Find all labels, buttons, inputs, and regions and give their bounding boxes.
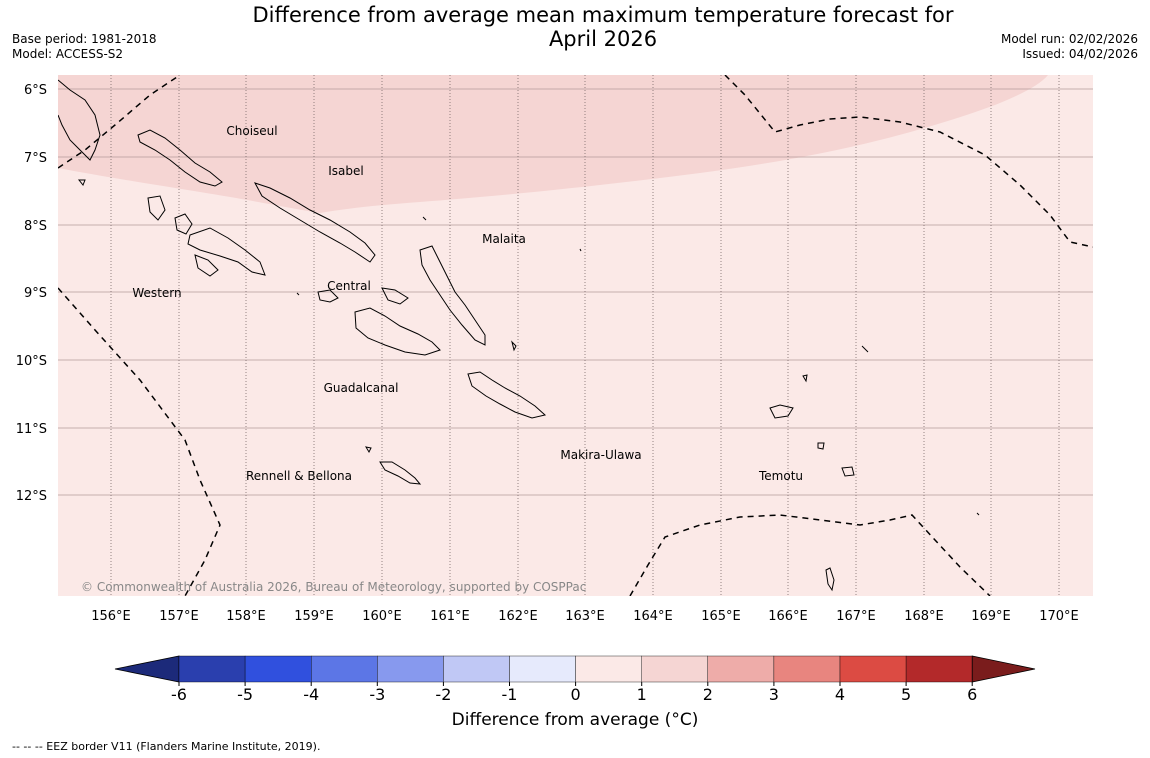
region-label: Malaita	[482, 232, 526, 246]
colorbar-tick-label: -5	[237, 685, 253, 704]
lon-tick-label: 160°E	[362, 609, 402, 624]
colorbar-segment	[641, 655, 709, 683]
colorbar-tick-label: -4	[303, 685, 319, 704]
model-name: Model: ACCESS-S2	[12, 47, 124, 61]
title-line-1: Difference from average mean maximum tem…	[252, 3, 954, 27]
region-label: Central	[327, 279, 371, 293]
eez-footnote: -- -- -- EEZ border V11 (Flanders Marine…	[12, 740, 321, 753]
map-title: Difference from average mean maximum tem…	[0, 3, 1150, 51]
colorbar-segment	[773, 655, 841, 683]
lon-tick-label: 169°E	[971, 609, 1011, 624]
lon-tick-label: 168°E	[904, 609, 944, 624]
lon-tick-label: 159°E	[294, 609, 334, 624]
colorbar-title: Difference from average (°C)	[0, 710, 1150, 730]
colorbar-tick-label: 3	[769, 685, 779, 704]
copyright-notice: © Commonwealth of Australia 2026, Bureau…	[81, 580, 587, 594]
colorbar-segment	[509, 655, 576, 683]
anomaly-region-1-to-2	[58, 75, 1048, 213]
lon-tick-label: 161°E	[430, 609, 470, 624]
lon-tick-label: 167°E	[836, 609, 876, 624]
lat-tick-label: 12°S	[16, 489, 47, 504]
colorbar-segment	[443, 655, 510, 683]
lon-tick-label: 164°E	[633, 609, 673, 624]
colorbar-segment	[839, 655, 907, 683]
lat-tick-label: 11°S	[16, 422, 47, 437]
colorbar-segment	[905, 655, 973, 683]
lon-tick-label: 166°E	[768, 609, 808, 624]
colorbar-tick-label: 5	[901, 685, 911, 704]
colorbar-segment	[244, 655, 312, 683]
issued-date: Issued: 04/02/2026	[1022, 47, 1138, 61]
colorbar-segment	[707, 655, 775, 683]
latitude-gridlines	[58, 88, 1093, 496]
region-labels: Choiseul Isabel Malaita Western Central Guada…	[132, 124, 803, 483]
colorbar-extend-low	[114, 655, 180, 683]
colorbar-tick-label: 2	[703, 685, 713, 704]
colorbar-tick-label: 0	[571, 685, 581, 704]
lon-tick-label: 158°E	[226, 609, 266, 624]
lon-tick-label: 163°E	[565, 609, 605, 624]
colorbar-title-close: )	[691, 710, 699, 730]
colorbar-segment	[575, 655, 642, 683]
region-label: Temotu	[758, 469, 803, 483]
model-run: Model run: 02/02/2026	[1000, 32, 1138, 46]
lat-tick-label: 8°S	[24, 219, 47, 234]
latitude-axis-labels: 6°S 7°S 8°S 9°S 10°S 11°S 12°S	[16, 83, 47, 504]
colorbar-title-text: Difference from average (	[451, 710, 672, 730]
lon-tick-label: 156°E	[91, 609, 131, 624]
lat-tick-label: 6°S	[24, 83, 47, 98]
colorbar-tick-label: -6	[171, 685, 187, 704]
region-label: Rennell & Bellona	[246, 469, 352, 483]
colorbar-segment	[311, 655, 378, 683]
colorbar-tick-label: -1	[502, 685, 518, 704]
lat-tick-label: 7°S	[24, 151, 47, 166]
region-label: Guadalcanal	[324, 381, 399, 395]
colorbar-tick-label: 1	[637, 685, 647, 704]
region-label: Choiseul	[226, 124, 277, 138]
region-label: Isabel	[328, 164, 363, 178]
lon-tick-label: 157°E	[159, 609, 199, 624]
colorbar-extend-high	[971, 655, 1036, 683]
lat-tick-label: 9°S	[24, 286, 47, 301]
lon-tick-label: 170°E	[1039, 609, 1079, 624]
colorbar-tick-label: 4	[835, 685, 845, 704]
colorbar-tick-label: -2	[435, 685, 451, 704]
eez-border-lines	[58, 75, 1093, 596]
colorbar-segment	[377, 655, 444, 683]
lon-tick-label: 165°E	[701, 609, 741, 624]
lon-tick-label: 162°E	[498, 609, 538, 624]
colorbar-tick-label: -3	[369, 685, 385, 704]
longitude-axis-labels: 156°E 157°E 158°E 159°E 160°E 161°E 162°E 163°E…	[91, 609, 1079, 624]
colorbar-segment	[178, 655, 246, 683]
island-outlines	[58, 79, 980, 592]
lat-tick-label: 10°S	[16, 354, 47, 369]
region-label: Makira-Ulawa	[560, 448, 641, 462]
title-line-2: April 2026	[548, 27, 658, 51]
colorbar-tick-label: 6	[967, 685, 977, 704]
region-label: Western	[132, 286, 181, 300]
base-period: Base period: 1981-2018	[12, 32, 157, 46]
colorbar-title-unit: °C	[671, 710, 692, 730]
